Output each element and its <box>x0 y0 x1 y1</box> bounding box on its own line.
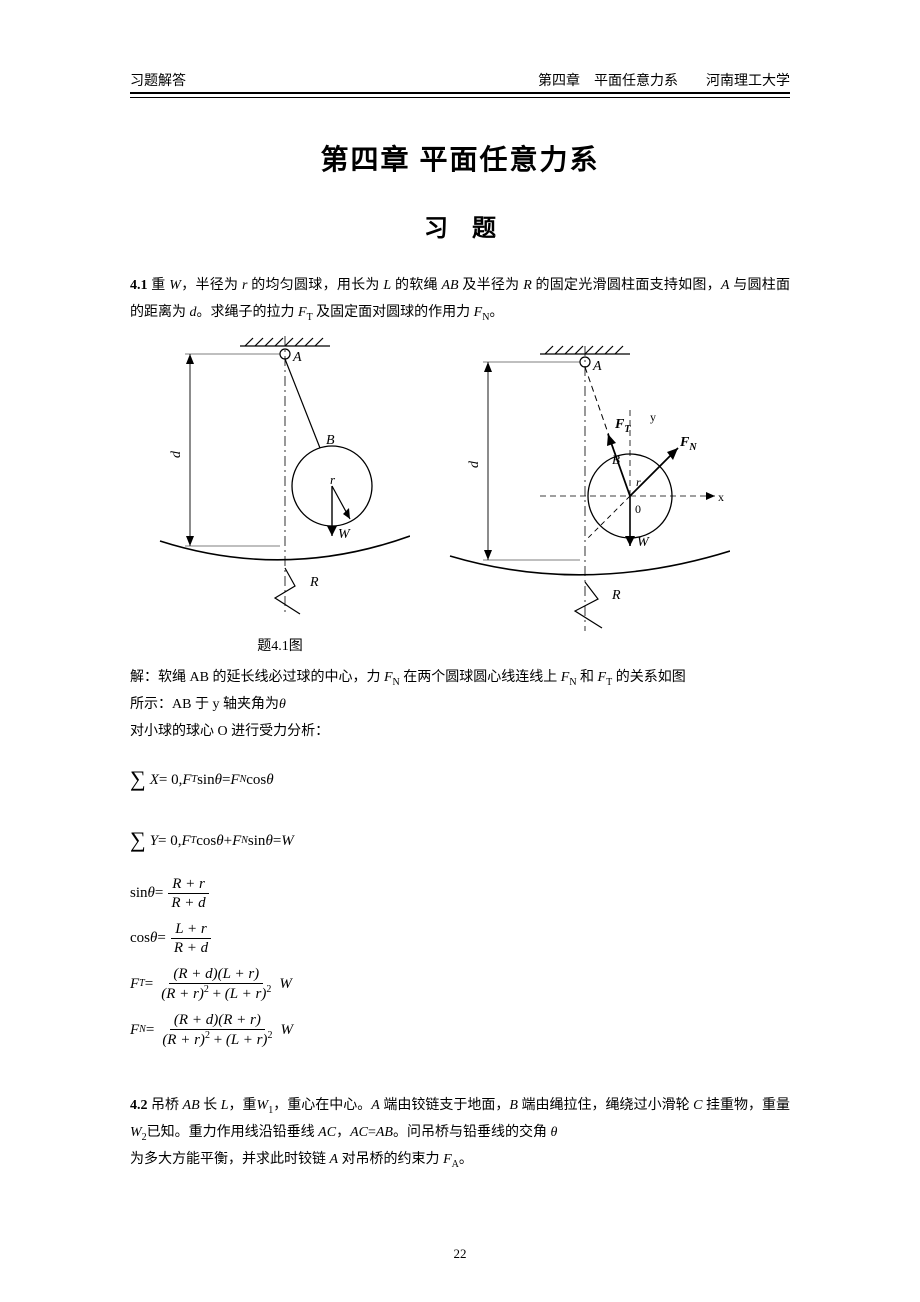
header-left: 习题解答 <box>130 70 186 90</box>
header-right: 第四章 平面任意力系 河南理工大学 <box>538 70 790 90</box>
problem-number: 4.2 <box>130 1098 148 1113</box>
chapter-title: 第四章 平面任意力系 <box>130 138 790 178</box>
subtitle: 习题 <box>130 208 790 243</box>
label-W: W <box>338 527 351 542</box>
math-block-4-1: ∑ X = 0, FT sin θ = FN cos θ ∑ Y = 0, FT… <box>130 753 790 1049</box>
problem-number: 4.1 <box>130 278 148 293</box>
header-rule <box>130 92 790 98</box>
label-d: d <box>467 460 482 468</box>
page-header: 习题解答 第四章 平面任意力系 河南理工大学 <box>130 70 790 92</box>
label-r: r <box>330 472 336 487</box>
label-r: r <box>636 475 641 489</box>
label-W: W <box>637 535 650 550</box>
label-A: A <box>592 359 602 374</box>
eq-sin: sin θ = R + rR + d <box>130 875 790 912</box>
label-FT: FT <box>614 417 631 435</box>
label-O: 0 <box>635 502 641 516</box>
solution-4-1: 解：软绳 AB 的延长线必过球的中心，力 FN 在两个圆球圆心线连线上 FN 和… <box>130 665 790 745</box>
problem-4-2: 4.2 吊桥 AB 长 L，重W1，重心在中心。A 端由铰链支于地面，B 端由绳… <box>130 1093 790 1173</box>
label-R: R <box>611 588 621 603</box>
label-FN: FN <box>679 435 697 453</box>
eq-FT: FT = (R + d)(L + r) (R + r)2 + (L + r)2 … <box>130 965 790 1003</box>
label-x: x <box>718 490 724 504</box>
figure-caption: 题4.1图 <box>150 635 410 655</box>
label-y: y <box>650 410 656 424</box>
eq-FN: FN = (R + d)(R + r) (R + r)2 + (L + r)2 … <box>130 1011 790 1049</box>
eq-sum-y: ∑ Y = 0, FT cos θ + FN sin θ = W <box>130 814 790 867</box>
page-number: 22 <box>0 1246 920 1262</box>
label-d: d <box>169 450 184 458</box>
figure-4-1-right: A x y 0 FT B <box>440 336 730 655</box>
figures-row: A B r W R <box>150 336 790 655</box>
eq-cos: cos θ = L + rR + d <box>130 920 790 957</box>
problem-4-1: 4.1 重 W，半径为 r 的均匀圆球，用长为 L 的软绳 AB 及半径为 R … <box>130 273 790 326</box>
eq-sum-x: ∑ X = 0, FT sin θ = FN cos θ <box>130 753 790 806</box>
label-A: A <box>292 350 302 365</box>
figure-4-1-left: A B r W R <box>150 336 410 655</box>
label-B: B <box>612 452 620 467</box>
label-R: R <box>309 575 319 590</box>
